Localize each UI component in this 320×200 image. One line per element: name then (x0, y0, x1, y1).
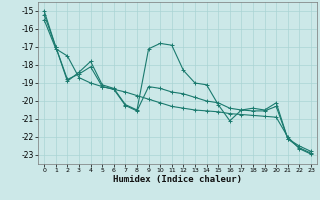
X-axis label: Humidex (Indice chaleur): Humidex (Indice chaleur) (113, 175, 242, 184)
